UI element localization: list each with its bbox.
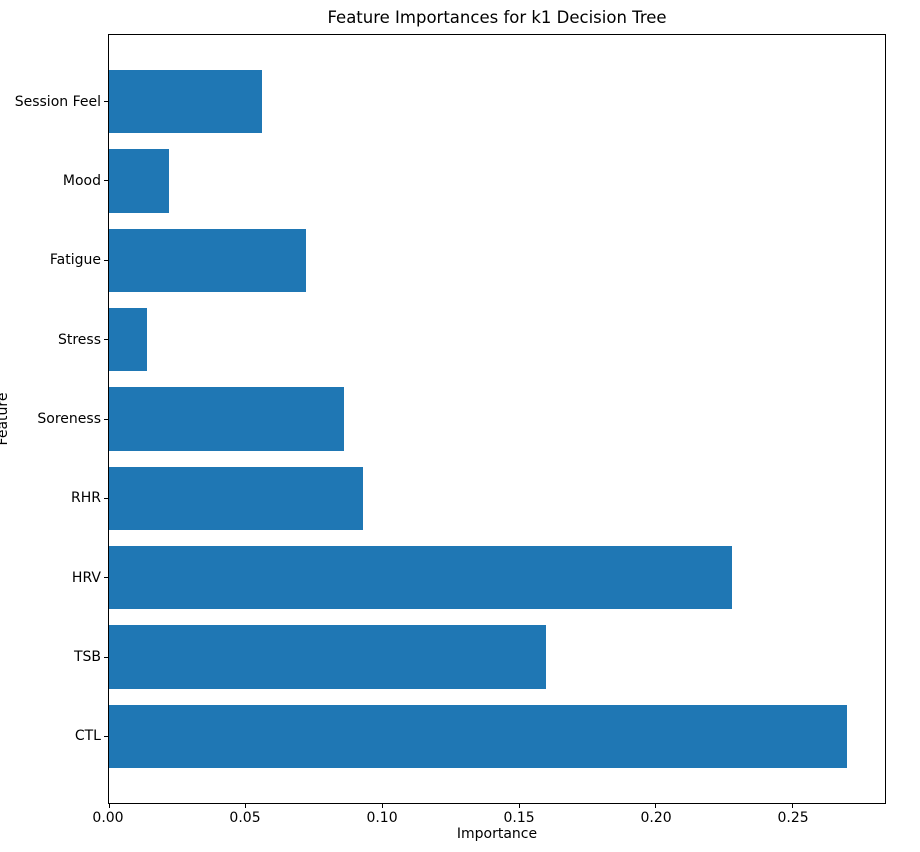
- x-tick-label-0.10: 0.10: [366, 810, 398, 826]
- x-tick-mark: [518, 804, 520, 808]
- bar-rhr: [109, 466, 364, 531]
- y-tick-label-mood: Mood: [62, 172, 101, 189]
- bar-stress: [109, 307, 148, 372]
- x-tick-mark: [655, 804, 657, 808]
- bar-session-feel: [109, 69, 263, 134]
- bar-ctl: [109, 704, 847, 769]
- y-tick-mark: [104, 259, 108, 261]
- y-tick-mark: [104, 101, 108, 103]
- y-tick-label-hrv: HRV: [71, 569, 101, 586]
- x-tick-label-0.25: 0.25: [777, 810, 809, 826]
- bar-soreness: [109, 387, 345, 451]
- y-tick-mark: [104, 735, 108, 737]
- y-tick-mark: [104, 339, 108, 341]
- x-tick-mark: [245, 804, 247, 808]
- x-axis-label: Importance: [456, 826, 538, 842]
- bar-mood: [109, 149, 170, 213]
- x-tick-labels: 0.00 0.05 0.10 0.15 0.20 0.25: [92, 810, 886, 828]
- y-tick-mark: [104, 418, 108, 420]
- x-tick-label-0.05: 0.05: [229, 810, 261, 826]
- x-tick-label-0.20: 0.20: [640, 810, 672, 826]
- y-tick-mark: [104, 180, 108, 182]
- y-tick-label-tsb: TSB: [73, 649, 101, 666]
- x-tick-label-0.15: 0.15: [503, 810, 535, 826]
- bar-hrv: [109, 545, 733, 610]
- bar-fatigue: [109, 228, 306, 293]
- y-tick-mark: [104, 497, 108, 499]
- x-tick-mark: [108, 804, 110, 808]
- y-tick-mark: [104, 656, 108, 658]
- y-tick-label-soreness: Soreness: [37, 411, 101, 427]
- chart-title: Feature Importances for k1 Decision Tree: [327, 8, 667, 27]
- x-tick-mark: [791, 804, 793, 808]
- bar-tsb: [109, 625, 547, 689]
- x-tick-mark: [381, 804, 383, 808]
- y-tick-label-stress: Stress: [57, 331, 101, 348]
- y-tick-mark: [104, 577, 108, 579]
- y-tick-label-session-feel: Session Feel: [14, 93, 101, 110]
- plot-area: [108, 34, 886, 804]
- y-tick-label-ctl: CTL: [74, 728, 101, 745]
- y-tick-label-rhr: RHR: [71, 490, 101, 507]
- x-tick-label-0.00: 0.00: [92, 810, 124, 826]
- y-tick-label-fatigue: Fatigue: [49, 252, 101, 269]
